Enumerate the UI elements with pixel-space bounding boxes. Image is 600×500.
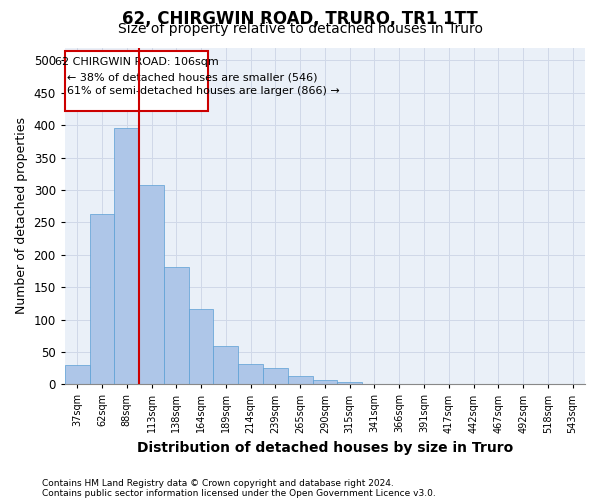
Text: Contains public sector information licensed under the Open Government Licence v3: Contains public sector information licen… <box>42 488 436 498</box>
Bar <box>139 186 164 384</box>
Bar <box>313 380 337 384</box>
Bar <box>115 128 139 384</box>
Text: Contains HM Land Registry data © Crown copyright and database right 2024.: Contains HM Land Registry data © Crown c… <box>42 478 394 488</box>
Bar <box>89 214 115 384</box>
Bar <box>288 376 313 384</box>
Bar <box>263 368 288 384</box>
FancyBboxPatch shape <box>65 50 208 111</box>
Bar <box>337 382 362 384</box>
Text: 61% of semi-detached houses are larger (866) →: 61% of semi-detached houses are larger (… <box>67 86 340 97</box>
Bar <box>188 309 214 384</box>
Text: 62, CHIRGWIN ROAD, TRURO, TR1 1TT: 62, CHIRGWIN ROAD, TRURO, TR1 1TT <box>122 10 478 28</box>
X-axis label: Distribution of detached houses by size in Truro: Distribution of detached houses by size … <box>137 441 513 455</box>
Text: 62 CHIRGWIN ROAD: 106sqm: 62 CHIRGWIN ROAD: 106sqm <box>55 57 218 67</box>
Text: Size of property relative to detached houses in Truro: Size of property relative to detached ho… <box>118 22 482 36</box>
Bar <box>214 346 238 385</box>
Bar <box>164 267 188 384</box>
Text: ← 38% of detached houses are smaller (546): ← 38% of detached houses are smaller (54… <box>67 72 318 82</box>
Bar <box>65 365 89 384</box>
Bar <box>238 364 263 384</box>
Y-axis label: Number of detached properties: Number of detached properties <box>15 118 28 314</box>
